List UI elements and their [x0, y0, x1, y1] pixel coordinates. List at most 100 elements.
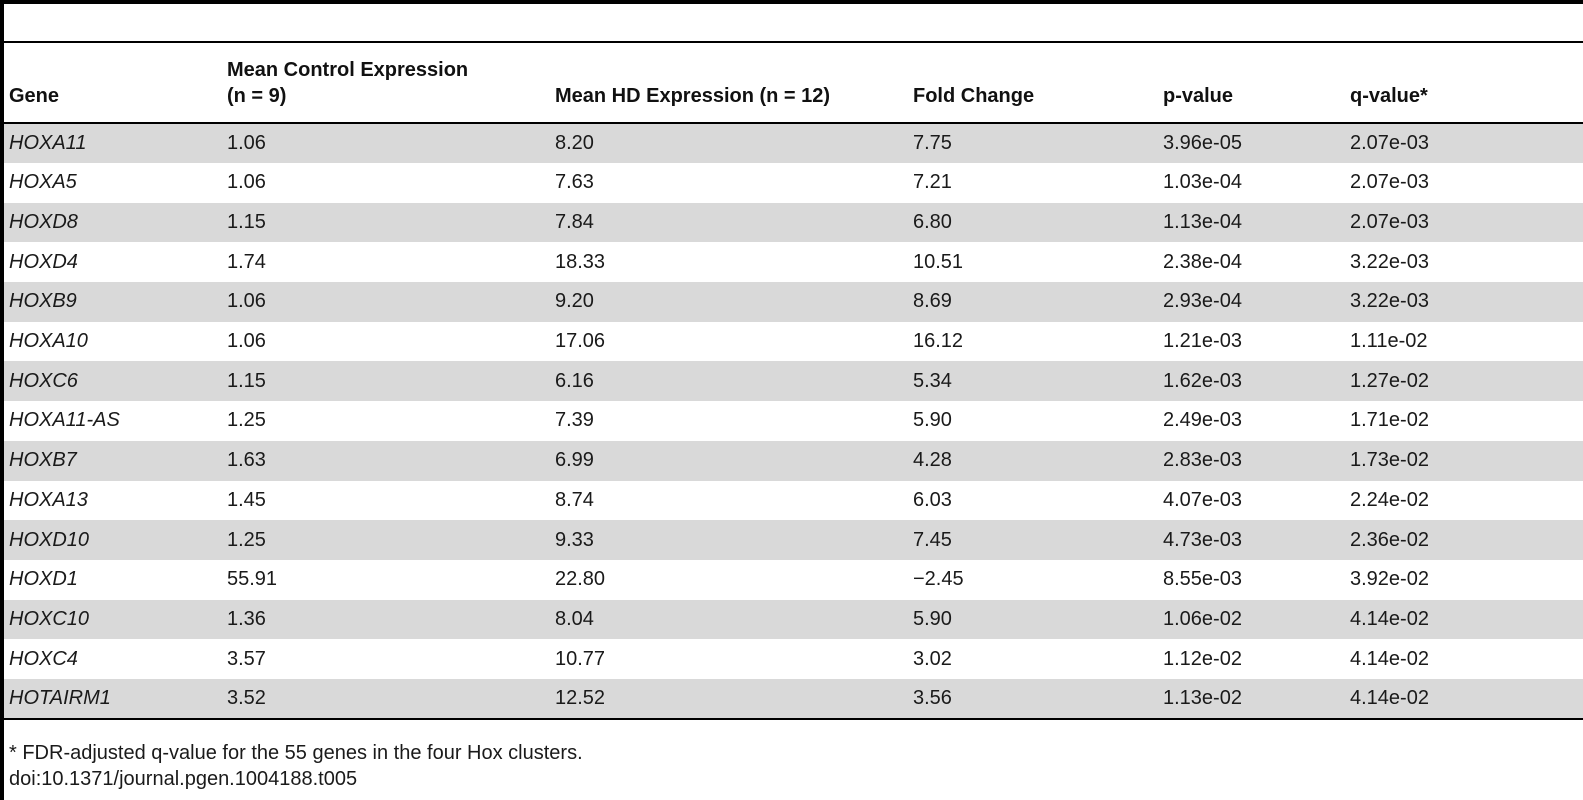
- header-mean-control: Mean Control Expression (n = 9): [227, 43, 555, 124]
- q-value-cell: 3.22e-03: [1350, 250, 1429, 273]
- gene-cell: HOXA13: [9, 488, 88, 511]
- p-value-cell: 3.96e-05: [1163, 123, 1350, 163]
- control-cell: 55.91: [227, 568, 278, 591]
- header-gene-line2: Gene: [9, 85, 60, 107]
- footnote: * FDR-adjusted q-value for the 55 genes …: [9, 740, 583, 792]
- header-p-value: p-value: [1163, 43, 1350, 124]
- table-row: HOXA13 1.45 8.74 6.03 4.07e-03 2.24e-02: [4, 481, 1583, 521]
- gene-cell: HOXC4: [9, 647, 78, 670]
- fold-change-cell: 5.90: [913, 409, 952, 432]
- fold-change-cell: 8.69: [913, 282, 1163, 322]
- fold-change-cell: 6.80: [913, 202, 1163, 243]
- table-row: HOXD1 55.91 22.80 −2.45 8.55e-03 3.92e-02: [4, 560, 1583, 600]
- hd-cell: 7.84: [555, 202, 913, 243]
- control-cell: 1.06: [227, 123, 555, 163]
- hd-cell: 12.52: [555, 678, 913, 720]
- gene-cell: HOXC6: [4, 361, 227, 402]
- p-value-cell: 1.13e-02: [1163, 678, 1350, 720]
- p-value-cell: 1.03e-04: [1163, 171, 1242, 194]
- table-row: HOXD4 1.74 18.33 10.51 2.38e-04 3.22e-03: [4, 242, 1583, 282]
- table-header-row: Gene Mean Control Expression (n = 9) Mea…: [4, 43, 1583, 124]
- gene-cell: HOXD8: [4, 202, 227, 243]
- header-p-value-label: p-value: [1163, 85, 1234, 107]
- p-value-cell: 2.49e-03: [1163, 409, 1242, 432]
- fold-change-cell: 3.02: [913, 647, 952, 670]
- gene-cell: HOXA10: [9, 330, 88, 353]
- header-q-value: q-value*: [1350, 43, 1583, 124]
- hd-cell: 22.80: [555, 568, 606, 591]
- table-row: HOXA11 1.06 8.20 7.75 3.96e-05 2.07e-03: [4, 123, 1583, 163]
- header-mean-hd: Mean HD Expression (n = 12): [555, 43, 913, 124]
- table-body: HOXA11 1.06 8.20 7.75 3.96e-05 2.07e-03 HOXA5 1…: [4, 123, 1583, 720]
- data-table: Gene Mean Control Expression (n = 9) Mea…: [4, 43, 1583, 720]
- hd-cell: 7.63: [555, 171, 594, 194]
- hd-cell: 9.33: [555, 520, 913, 560]
- p-value-cell: 4.07e-03: [1163, 488, 1242, 511]
- control-cell: 1.06: [227, 282, 555, 322]
- p-value-cell: 4.73e-03: [1163, 520, 1350, 560]
- table-row: HOXC4 3.57 10.77 3.02 1.12e-02 4.14e-02: [4, 639, 1583, 679]
- header-fold-change-label: Fold Change: [913, 85, 1035, 107]
- hd-cell: 8.04: [555, 599, 913, 640]
- fold-change-cell: 16.12: [913, 330, 964, 353]
- hd-cell: 18.33: [555, 250, 606, 273]
- q-value-cell: 1.71e-02: [1350, 409, 1429, 432]
- fold-change-cell: 5.34: [913, 361, 1163, 402]
- header-gene: Gene: [4, 43, 227, 124]
- fold-change-cell: 5.90: [913, 599, 1163, 640]
- gene-cell: HOXA11: [4, 123, 227, 163]
- control-cell: 3.52: [227, 678, 555, 720]
- q-value-cell: 3.22e-03: [1350, 282, 1583, 322]
- q-value-cell: 2.07e-03: [1350, 123, 1583, 163]
- q-value-cell: 4.14e-02: [1350, 678, 1583, 720]
- header-mean-control-line2: (n = 9): [227, 85, 287, 107]
- table-row: HOXB7 1.63 6.99 4.28 2.83e-03 1.73e-02: [4, 440, 1583, 481]
- gene-cell: HOXC10: [4, 599, 227, 640]
- gene-cell: HOXD1: [9, 568, 78, 591]
- fold-change-cell: 7.45: [913, 520, 1163, 560]
- p-value-cell: 1.62e-03: [1163, 361, 1350, 402]
- p-value-cell: 1.21e-03: [1163, 330, 1242, 353]
- control-cell: 1.74: [227, 250, 266, 273]
- header-rule: [4, 41, 1583, 43]
- table-row: HOXA5 1.06 7.63 7.21 1.03e-04 2.07e-03: [4, 163, 1583, 203]
- header-q-value-label: q-value*: [1350, 85, 1428, 107]
- hd-cell: 17.06: [555, 330, 606, 353]
- fold-change-cell: 7.75: [913, 123, 1163, 163]
- hd-cell: 10.77: [555, 647, 606, 670]
- q-value-cell: 3.92e-02: [1350, 568, 1429, 591]
- control-cell: 1.36: [227, 599, 555, 640]
- table-row: HOXC6 1.15 6.16 5.34 1.62e-03 1.27e-02: [4, 361, 1583, 402]
- data-table-container: Gene Mean Control Expression (n = 9) Mea…: [4, 43, 1583, 720]
- p-value-cell: 2.93e-04: [1163, 282, 1350, 322]
- control-cell: 1.15: [227, 202, 555, 243]
- gene-cell: HOXD10: [4, 520, 227, 560]
- control-cell: 1.15: [227, 361, 555, 402]
- fold-change-cell: 10.51: [913, 250, 964, 273]
- control-cell: 1.25: [227, 520, 555, 560]
- table-row: HOXA11-AS 1.25 7.39 5.90 2.49e-03 1.71e-02: [4, 401, 1583, 441]
- fold-change-cell: 7.21: [913, 171, 952, 194]
- hd-cell: 9.20: [555, 282, 913, 322]
- hd-cell: 8.74: [555, 488, 594, 511]
- header-mean-control-line1: Mean Control Expression: [227, 59, 469, 81]
- fold-change-cell: −2.45: [913, 568, 964, 591]
- table-row: HOXA10 1.06 17.06 16.12 1.21e-03 1.11e-02: [4, 322, 1583, 362]
- q-value-cell: 4.14e-02: [1350, 647, 1429, 670]
- q-value-cell: 2.07e-03: [1350, 171, 1429, 194]
- table-row: HOXB9 1.06 9.20 8.69 2.93e-04 3.22e-03: [4, 282, 1583, 322]
- p-value-cell: 1.12e-02: [1163, 647, 1242, 670]
- control-cell: 1.45: [227, 488, 266, 511]
- fold-change-cell: 6.03: [913, 488, 952, 511]
- gene-cell: HOXB9: [4, 282, 227, 322]
- q-value-cell: 1.73e-02: [1350, 440, 1583, 481]
- table-row: HOXD8 1.15 7.84 6.80 1.13e-04 2.07e-03: [4, 202, 1583, 243]
- table-row: HOXC10 1.36 8.04 5.90 1.06e-02 4.14e-02: [4, 599, 1583, 640]
- control-cell: 1.63: [227, 440, 555, 481]
- q-value-cell: 1.27e-02: [1350, 361, 1583, 402]
- p-value-cell: 1.06e-02: [1163, 599, 1350, 640]
- q-value-cell: 2.07e-03: [1350, 202, 1583, 243]
- footnote-doi: doi:10.1371/journal.pgen.1004188.t005: [9, 768, 358, 790]
- gene-cell: HOXB7: [4, 440, 227, 481]
